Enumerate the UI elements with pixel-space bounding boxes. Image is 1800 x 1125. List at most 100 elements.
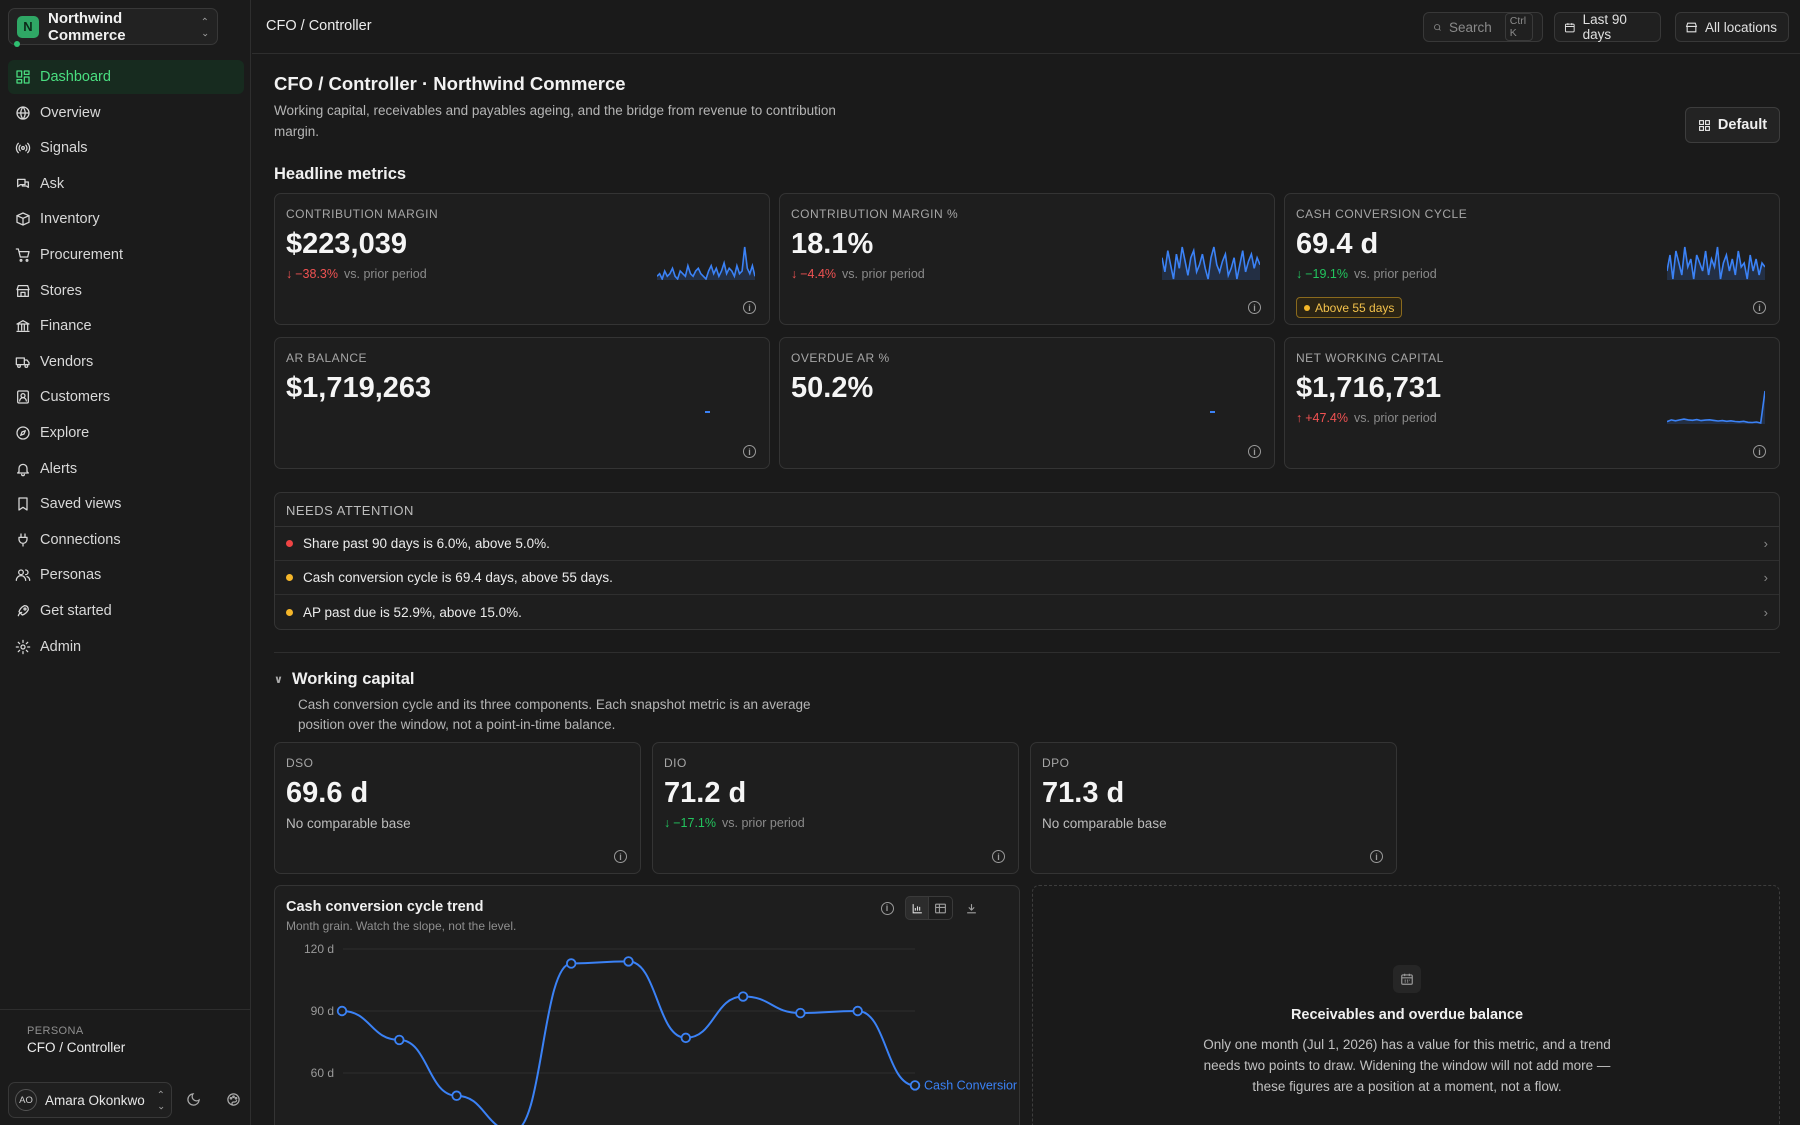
layout-default-button[interactable]: Default [1685,107,1780,143]
sidebar-item-label: Personas [40,567,102,584]
working-capital-title: Working capital [291,670,415,688]
sidebar-item-saved-views[interactable]: Saved views [8,487,244,521]
metric-card-dso[interactable]: DSO 69.6 d No comparable base i [274,742,641,874]
data-point[interactable] [795,1007,806,1019]
section-divider [274,652,1780,653]
sidebar-item-dashboard[interactable]: Dashboard [8,60,244,94]
chart-view-icon[interactable] [905,896,929,920]
sparkline [1666,246,1766,280]
sidebar-item-signals[interactable]: Signals [8,131,244,165]
working-capital-toggle[interactable]: ∨ Working capital [274,670,415,689]
metric-delta: ↓ −38.3% vs. prior period [286,267,427,281]
sidebar-item-get-started[interactable]: Get started [8,594,244,628]
data-point[interactable] [394,1034,405,1046]
search-button[interactable]: Search Ctrl K [1423,12,1543,42]
metric-card-contribution-margin[interactable]: Contribution margin $223,039 ↓ −38.3% vs. p… [274,193,770,325]
chat-icon [17,178,29,188]
working-capital-description: Cash conversion cycle and its three comp… [298,697,811,732]
metric-label: Net working capital [1296,351,1444,365]
sparkline [1161,246,1261,280]
metric-label: Overdue AR % [791,351,890,365]
metric-value: 69.6 d [286,777,369,809]
sidebar-item-inventory[interactable]: Inventory [8,202,244,236]
sidebar-item-customers[interactable]: Customers [8,380,244,414]
sidebar-item-procurement[interactable]: Procurement [8,238,244,272]
data-point[interactable] [566,958,577,969]
info-icon[interactable]: i [1753,445,1766,458]
delta-arrow-icon: ↓ [664,816,671,830]
info-icon[interactable]: i [1370,850,1383,863]
sidebar-item-label: Get started [40,602,112,619]
sidebar-item-label: Explore [40,424,90,441]
attention-text: AP past due is 52.9%, above 15.0%. [303,604,522,620]
attention-item[interactable]: AP past due is 52.9%, above 15.0%. › [275,595,1779,629]
user-menu[interactable]: AO Amara Okonkwo ⌃ ⌃ [8,1082,172,1118]
info-icon[interactable]: i [1248,445,1261,458]
data-point[interactable] [451,1090,462,1101]
moon-icon[interactable] [182,1088,204,1110]
org-switcher[interactable]: N Northwind Commerce ⌃ ⌃ [8,8,218,45]
location-button[interactable]: All locations [1675,12,1789,42]
delta-arrow-icon: ↓ [791,267,798,281]
metric-card-cash-conversion-cycle[interactable]: Cash conversion cycle 69.4 d ↓ −19.1% vs. p… [1284,193,1780,325]
attention-item[interactable]: Cash conversion cycle is 69.4 days, abov… [275,561,1779,595]
sidebar-item-personas[interactable]: Personas [8,558,244,592]
data-point[interactable] [909,1080,921,1091]
metric-card-ar-balance[interactable]: AR balance $1,719,263 i [274,337,770,469]
info-icon[interactable]: i [992,850,1005,863]
bell-icon [17,463,29,476]
palette-icon[interactable] [222,1088,244,1110]
metric-card-overdue-ar-[interactable]: Overdue AR % 50.2% i [779,337,1275,469]
sidebar-item-ask[interactable]: Ask [8,167,244,201]
metric-card-dpo[interactable]: DPO 71.3 d No comparable base i [1030,742,1397,874]
metric-card-contribution-margin-[interactable]: Contribution margin % 18.1% ↓ −4.4% vs. pri… [779,193,1275,325]
delta-suffix: vs. prior period [1354,267,1437,281]
sidebar-item-label: Admin [40,638,82,655]
sidebar-nav: Dashboard Overview Signals Ask Inventory Proc… [8,60,244,665]
data-point[interactable] [336,1005,348,1017]
persona-label: PERSONA [27,1025,84,1037]
data-point[interactable] [852,1005,863,1017]
metric-label: DIO [664,756,687,770]
sidebar-item-label: Customers [40,389,111,406]
ccc-line-chart: 120 d 90 d 60 d Cash Conversior [304,942,1017,1125]
series-line [341,960,916,1125]
sidebar-item-vendors[interactable]: Vendors [8,345,244,379]
user-name: Amara Okonkwo [45,1092,145,1108]
sidebar-item-alerts[interactable]: Alerts [8,452,244,486]
sidebar-item-admin[interactable]: Admin [8,630,244,664]
metric-card-dio[interactable]: DIO 71.2 d ↓ −17.1% vs. prior period i [652,742,1019,874]
sparkline-point [1210,411,1215,413]
delta-arrow-icon: ↓ [286,267,293,281]
data-point[interactable] [680,1032,692,1044]
metric-delta: ↓ −17.1% vs. prior period [664,816,805,830]
sidebar-item-finance[interactable]: Finance [8,309,244,343]
info-icon[interactable]: i [875,896,899,920]
sidebar-item-explore[interactable]: Explore [8,416,244,450]
delta-suffix: vs. prior period [344,267,427,281]
metric-card-net-working-capital[interactable]: Net working capital $1,716,731 ↑ +47.4% vs.… [1284,337,1780,469]
metric-label: Cash conversion cycle [1296,207,1468,221]
signals-icon [15,142,31,154]
info-icon[interactable]: i [1753,301,1766,314]
data-point[interactable] [737,991,749,1002]
metric-label: Contribution margin [286,207,439,221]
metric-delta: ↓ −4.4% vs. prior period [791,267,925,281]
attention-item[interactable]: Share past 90 days is 6.0%, above 5.0%. › [275,527,1779,561]
sidebar-item-stores[interactable]: Stores [8,274,244,308]
grid-icon [1699,119,1710,131]
section-headline-metrics: Headline metrics [274,165,407,183]
data-point[interactable] [623,956,634,967]
info-icon[interactable]: i [743,445,756,458]
info-icon[interactable]: i [614,850,627,863]
sidebar-item-connections[interactable]: Connections [8,523,244,557]
sidebar-item-overview[interactable]: Overview [8,96,244,130]
download-icon[interactable] [959,896,983,920]
date-range-button[interactable]: Last 90 days [1554,12,1661,42]
table-view-icon[interactable] [929,896,953,920]
delta-value: −4.4% [800,267,837,281]
threshold-badge: Above 55 days [1296,297,1403,318]
info-icon[interactable]: i [743,301,756,314]
metric-value: 18.1% [791,228,874,260]
info-icon[interactable]: i [1248,301,1261,314]
